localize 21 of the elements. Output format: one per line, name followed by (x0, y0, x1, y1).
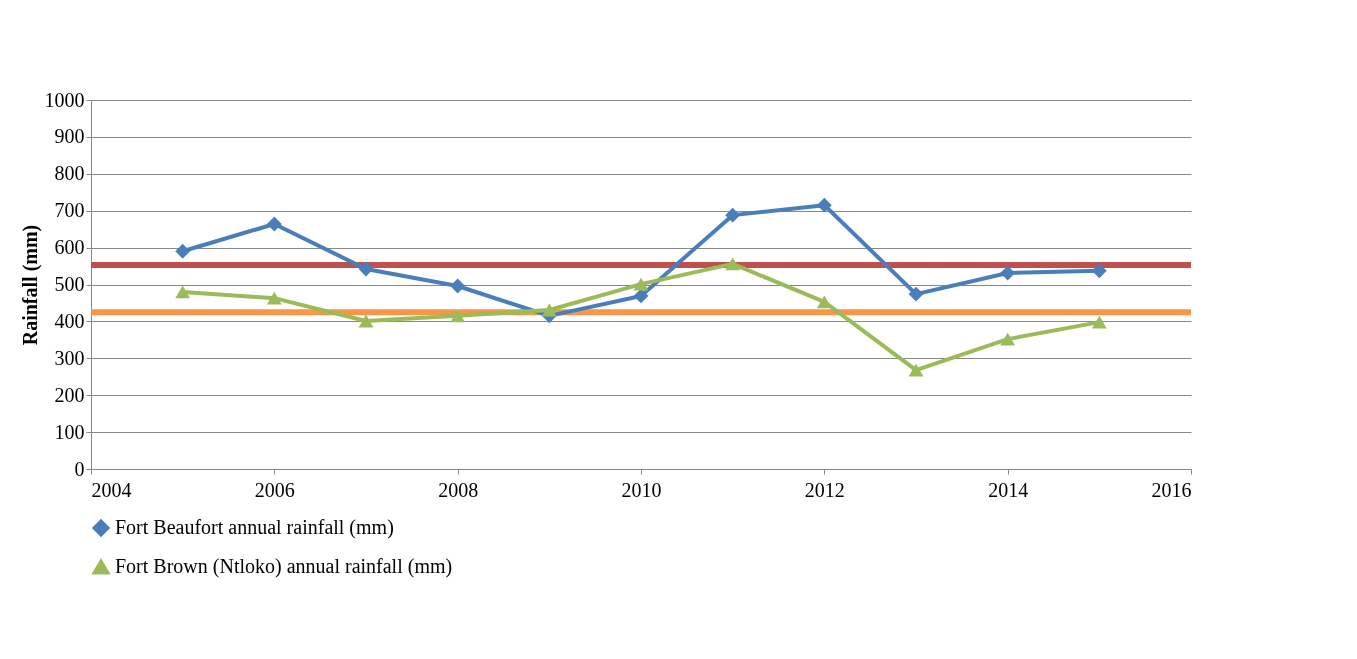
x-tick-label: 2014 (988, 478, 1029, 501)
x-tick-label: 2016 (1151, 478, 1192, 501)
legend-label: Fort Brown (Ntloko) annual rainfall (mm) (115, 555, 453, 578)
y-tick-label: 800 (54, 162, 85, 185)
x-tick-label: 2008 (438, 478, 479, 501)
y-tick-label: 500 (54, 273, 85, 295)
y-tick-label: 700 (54, 199, 85, 222)
y-tick-label: 100 (54, 420, 85, 443)
x-tick-label: 2010 (621, 478, 662, 501)
x-tick-label: 2006 (254, 478, 295, 501)
legend-label: Fort Beaufort annual rainfall (mm) (115, 516, 394, 539)
x-tick-label: 2012 (804, 478, 845, 501)
y-tick-label: 400 (54, 309, 85, 332)
x-tick-label: 2004 (91, 478, 132, 501)
y-tick-label: 600 (54, 236, 85, 259)
y-tick-label: 0 (74, 457, 85, 480)
y-tick-label: 900 (54, 125, 85, 148)
y-tick-label: 200 (54, 383, 85, 406)
y-axis-title: Rainfall (mm) (18, 224, 42, 346)
y-tick-label: 300 (54, 346, 85, 369)
y-tick-label: 1000 (44, 88, 85, 111)
